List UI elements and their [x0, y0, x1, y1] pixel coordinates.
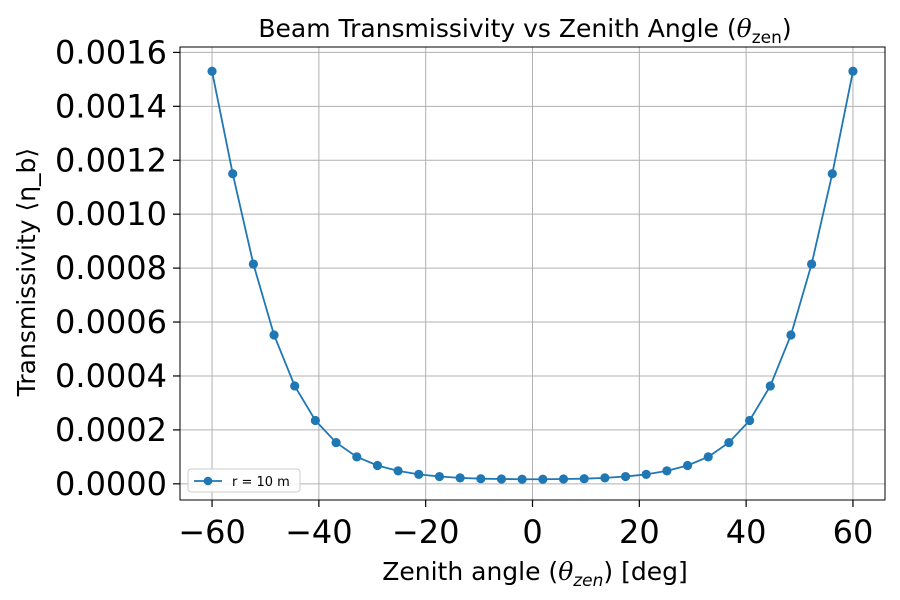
y-tick-label: 0.0000 — [55, 465, 167, 503]
y-tick-label: 0.0004 — [55, 357, 167, 395]
x-axis: −60 −40 −20 0 20 40 60 — [178, 500, 873, 551]
data-point — [538, 474, 548, 484]
y-tick-label: 0.0008 — [55, 249, 167, 287]
data-point — [310, 415, 320, 426]
chart-title-main: Beam Transmissivity vs Zenith Angle ( — [258, 14, 736, 43]
y-tick-label: 0.0006 — [55, 303, 167, 341]
data-point — [476, 474, 486, 484]
y-tick-label: 0.0014 — [55, 87, 167, 125]
x-tick-label: 20 — [619, 513, 660, 551]
data-point — [579, 474, 589, 484]
data-point — [414, 469, 424, 479]
data-point — [434, 471, 445, 482]
data-point — [207, 66, 217, 76]
y-tick-label: 0.0002 — [55, 411, 167, 449]
data-point — [848, 66, 858, 76]
data-point — [703, 452, 713, 462]
x-tick-label: −40 — [285, 513, 353, 551]
plot-series — [207, 66, 858, 484]
data-point — [641, 469, 651, 479]
chart-title-end: ) — [782, 14, 792, 43]
data-point — [786, 330, 796, 340]
data-point — [496, 474, 507, 484]
data-point — [600, 473, 610, 483]
x-axis-label: Zenith angle (θzen) [deg] — [382, 557, 688, 591]
data-point — [248, 259, 258, 269]
legend: r = 10 m — [187, 468, 301, 493]
x-tick-label: 60 — [833, 513, 874, 551]
x-tick-label: 0 — [522, 513, 542, 551]
series-line — [211, 71, 854, 481]
data-point — [662, 466, 672, 476]
data-point — [620, 471, 631, 482]
x-axis-label-main: Zenith angle ( — [382, 557, 558, 586]
data-point — [745, 415, 755, 426]
y-tick-label: 0.0010 — [55, 195, 167, 233]
data-point — [290, 381, 300, 391]
data-point — [393, 466, 403, 476]
data-point — [269, 330, 279, 340]
data-point — [517, 474, 527, 484]
chart-title-subscript: zen — [752, 28, 782, 48]
data-point — [765, 381, 775, 391]
x-tick-label: 40 — [726, 513, 767, 551]
data-point — [807, 259, 817, 269]
data-point — [228, 169, 238, 179]
y-tick-label: 0.0012 — [55, 141, 167, 179]
data-point — [682, 460, 693, 471]
x-tick-label: −20 — [392, 513, 460, 551]
y-axis-label: Transmissivity ⟨η_b⟩ — [12, 148, 41, 397]
data-point — [724, 437, 734, 448]
y-tick-label: 0.0016 — [55, 33, 167, 71]
chart-title-symbol: θ — [737, 14, 752, 43]
data-point — [558, 474, 569, 484]
chart-title: Beam Transmissivity vs Zenith Angle (θze… — [258, 14, 791, 48]
x-axis-label-symbol: θ — [558, 557, 573, 586]
grid-lines — [180, 47, 885, 500]
data-point — [331, 437, 341, 448]
data-point — [455, 473, 465, 483]
legend-marker — [203, 476, 213, 486]
legend-box — [187, 468, 301, 493]
y-axis: 0.0000 0.0002 0.0004 0.0006 0.0008 0.0010 0.00… — [55, 33, 180, 503]
data-point — [372, 460, 383, 471]
legend-label: r = 10 m — [232, 475, 290, 490]
x-axis-label-subscript: zen — [572, 571, 603, 591]
x-axis-label-end: ) [deg] — [603, 557, 687, 586]
data-point — [352, 452, 362, 462]
data-point — [827, 169, 837, 179]
x-tick-label: −60 — [178, 513, 246, 551]
